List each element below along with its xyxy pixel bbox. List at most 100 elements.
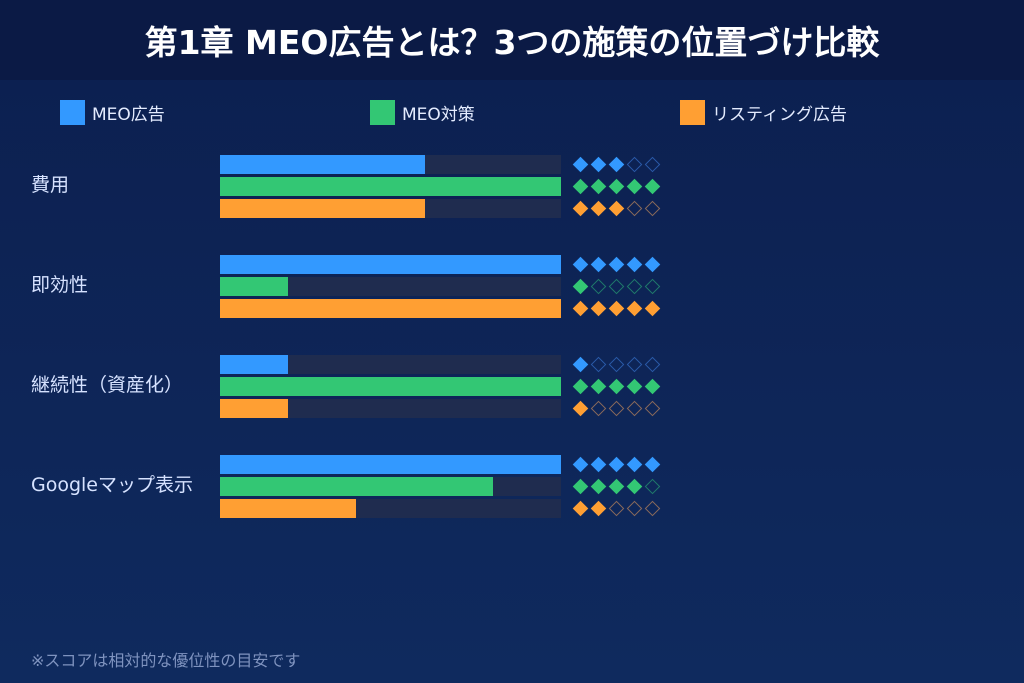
diamond-filled-icon [571, 355, 589, 374]
diamond-outline-icon [643, 277, 661, 296]
diamond-filled-icon [607, 199, 625, 218]
legend-swatch [680, 99, 705, 125]
score-diamonds [571, 277, 661, 296]
diamond-outline-icon [643, 499, 661, 518]
diamond-filled-icon [625, 255, 643, 274]
bar-fill [220, 499, 357, 518]
score-diamonds [571, 499, 661, 518]
bar-track [220, 455, 561, 474]
bar-fill [220, 455, 561, 474]
diamond-filled-icon [607, 455, 625, 474]
legend-swatch [60, 99, 85, 125]
diamond-filled-icon [589, 477, 607, 496]
diamond-filled-icon [643, 377, 661, 396]
category-label: Googleマップ表示 [31, 474, 194, 496]
diamond-outline-icon [589, 399, 607, 418]
diamond-filled-icon [571, 499, 589, 518]
diamond-filled-icon [571, 155, 589, 174]
diamond-filled-icon [589, 299, 607, 318]
diamond-outline-icon [625, 499, 643, 518]
bar-fill [220, 377, 561, 396]
diamond-filled-icon [607, 299, 625, 318]
score-diamonds [571, 177, 661, 196]
bar-track [220, 199, 561, 218]
bar-track [220, 499, 561, 518]
diamond-outline-icon [607, 399, 625, 418]
diamond-outline-icon [607, 355, 625, 374]
bar-fill [220, 155, 425, 174]
diamond-filled-icon [643, 177, 661, 196]
bar-fill [220, 299, 561, 318]
diamond-outline-icon [589, 277, 607, 296]
diamond-filled-icon [589, 155, 607, 174]
diamond-outline-icon [625, 155, 643, 174]
diamond-filled-icon [571, 477, 589, 496]
bar-fill [220, 277, 289, 296]
diamond-filled-icon [571, 377, 589, 396]
bar-track [220, 255, 561, 274]
diamond-filled-icon [607, 177, 625, 196]
diamond-outline-icon [643, 399, 661, 418]
category-label: 継続性（資産化） [31, 374, 184, 396]
score-diamonds [571, 477, 661, 496]
diamond-outline-icon [625, 355, 643, 374]
diamond-filled-icon [643, 255, 661, 274]
page-title: 第1章 MEO広告とは？3つの施策の位置づけ比較 [144, 23, 880, 62]
bar-fill [220, 199, 425, 218]
diamond-outline-icon [643, 155, 661, 174]
bar-fill [220, 477, 493, 496]
bar-track [220, 299, 561, 318]
diamond-filled-icon [643, 455, 661, 474]
bar-track [220, 355, 561, 374]
title-banner: 第1章 MEO広告とは？3つの施策の位置づけ比較 [0, 0, 1024, 80]
legend-item: リスティング広告 [680, 99, 847, 125]
bar-track [220, 399, 561, 418]
diamond-filled-icon [607, 477, 625, 496]
diamond-filled-icon [589, 455, 607, 474]
diamond-filled-icon [589, 199, 607, 218]
bar-track [220, 277, 561, 296]
diamond-outline-icon [607, 277, 625, 296]
diamond-filled-icon [589, 177, 607, 196]
diamond-filled-icon [607, 255, 625, 274]
diamond-filled-icon [625, 377, 643, 396]
score-diamonds [571, 377, 661, 396]
diamond-filled-icon [571, 177, 589, 196]
diamond-filled-icon [571, 255, 589, 274]
legend-label: リスティング広告 [712, 104, 847, 125]
bar-fill [220, 177, 561, 196]
bar-fill [220, 355, 289, 374]
score-diamonds [571, 399, 661, 418]
diamond-filled-icon [589, 377, 607, 396]
diamond-filled-icon [643, 299, 661, 318]
diamond-outline-icon [643, 355, 661, 374]
bar-track [220, 177, 561, 196]
category-label: 即効性 [31, 274, 89, 296]
diamond-outline-icon [625, 199, 643, 218]
diamond-outline-icon [643, 199, 661, 218]
diamond-outline-icon [607, 499, 625, 518]
category-label: 費用 [31, 174, 70, 196]
bar-track [220, 377, 561, 396]
legend-item: MEO対策 [370, 99, 475, 125]
score-diamonds [571, 355, 661, 374]
diamond-filled-icon [571, 199, 589, 218]
bar-fill [220, 255, 561, 274]
legend-item: MEO広告 [60, 99, 165, 125]
legend-label: MEO広告 [92, 104, 165, 125]
score-diamonds [571, 155, 661, 174]
diamond-filled-icon [607, 155, 625, 174]
diamond-filled-icon [625, 299, 643, 318]
diamond-filled-icon [625, 455, 643, 474]
diamond-outline-icon [625, 277, 643, 296]
diamond-outline-icon [625, 399, 643, 418]
diamond-outline-icon [643, 477, 661, 496]
diamond-outline-icon [589, 355, 607, 374]
diamond-filled-icon [625, 477, 643, 496]
bar-track [220, 155, 561, 174]
diamond-filled-icon [589, 499, 607, 518]
score-diamonds [571, 455, 661, 474]
bar-fill [220, 399, 289, 418]
diamond-filled-icon [607, 377, 625, 396]
score-diamonds [571, 199, 661, 218]
